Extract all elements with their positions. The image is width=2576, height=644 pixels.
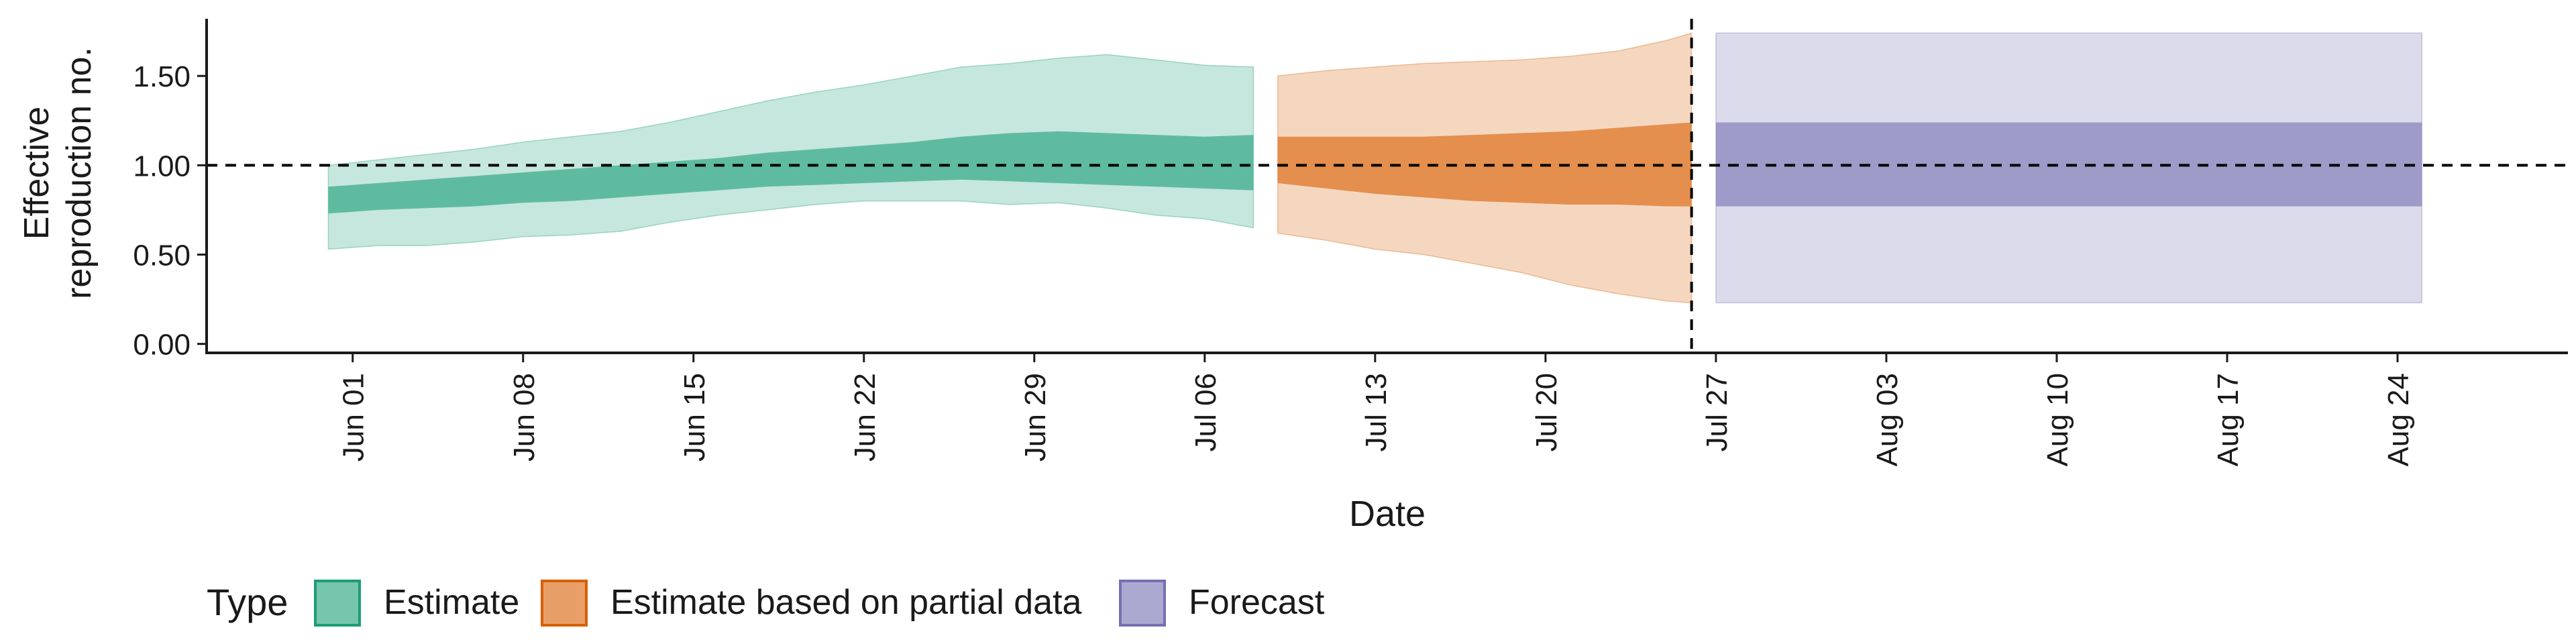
x-tick-label: Aug 10 <box>2041 373 2074 466</box>
x-tick-label: Aug 24 <box>2382 373 2415 466</box>
x-tick-label: Jun 01 <box>337 373 370 462</box>
ribbon-bands <box>327 32 2423 304</box>
x-tick-label: Jul 20 <box>1530 373 1563 451</box>
legend-label-estimate: Estimate <box>384 583 519 622</box>
legend-label-estimate-based-on-partial-data: Estimate based on partial data <box>610 583 1082 622</box>
legend-label-forecast: Forecast <box>1189 583 1325 622</box>
y-tick-label: 0.50 <box>133 239 191 272</box>
x-axis-title: Date <box>1349 494 1426 534</box>
y-tick-label: 1.00 <box>133 150 191 182</box>
legend-item-estimate-based-on-partial-data: Estimate based on partial data <box>541 580 1082 627</box>
x-tick-label: Aug 03 <box>1871 373 1904 466</box>
x-axis-ticks: Jun 01 Jun 08 Jun 15 Jun 22 Jun 29 Jul 06 Jul … <box>337 353 2415 466</box>
legend: Type Estimate Estimate based on partial d… <box>207 580 1325 627</box>
y-tick-label: 0.00 <box>133 329 191 362</box>
x-tick-label: Jun 22 <box>849 373 881 462</box>
y-axis-title-line-2: reproduction no. <box>60 47 99 299</box>
legend-item-forecast: Forecast <box>1119 580 1325 627</box>
y-axis-title: Effective reproduction no. <box>17 47 99 299</box>
x-tick-label: Jun 15 <box>678 373 711 462</box>
y-axis-ticks: 0.00 0.50 1.00 1.50 <box>133 60 207 362</box>
legend-key-estimate-based-on-partial-data <box>541 580 588 627</box>
legend-item-estimate: Estimate <box>314 580 519 627</box>
legend-title: Type <box>207 581 288 623</box>
band-50-estimate <box>328 131 1254 214</box>
y-tick-label: 1.50 <box>133 60 191 93</box>
x-tick-label: Aug 17 <box>2212 373 2245 466</box>
legend-key-estimate <box>314 580 361 627</box>
legend-key-forecast <box>1119 580 1166 627</box>
x-tick-label: Jun 08 <box>508 373 541 462</box>
x-tick-label: Jul 06 <box>1189 373 1222 451</box>
x-tick-label: Jul 13 <box>1360 373 1393 451</box>
x-tick-label: Jun 29 <box>1019 373 1052 462</box>
x-tick-label: Jul 27 <box>1701 373 1733 451</box>
y-axis-title-line-1: Effective <box>17 107 56 239</box>
